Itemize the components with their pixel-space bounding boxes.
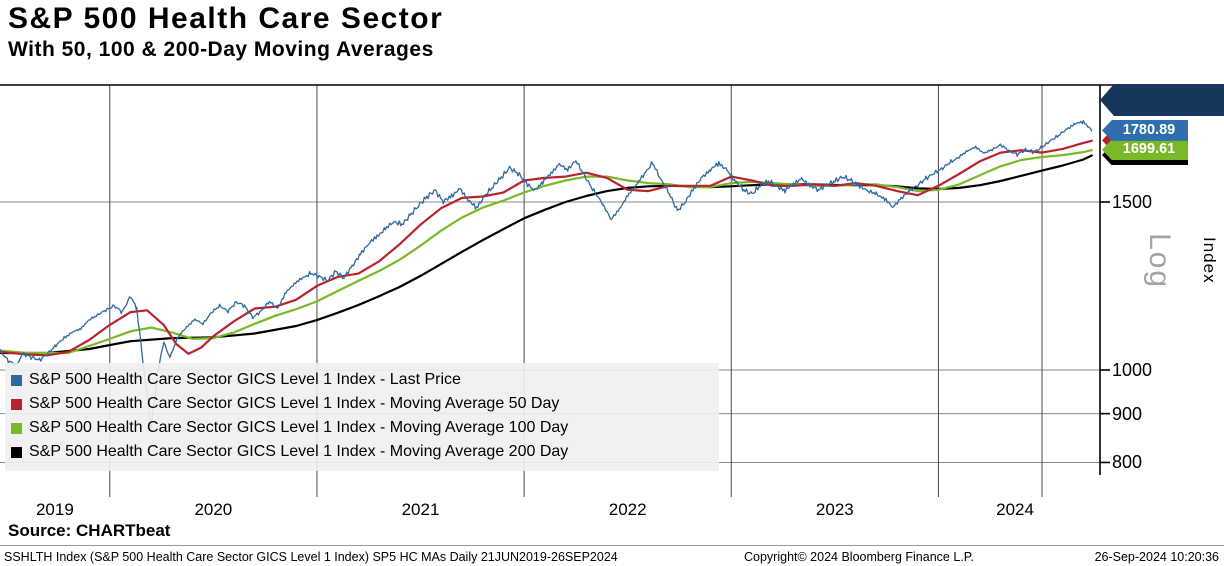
y-axis-tick-1000: 1000 xyxy=(1112,360,1153,380)
legend-item-last-price: S&P 500 Health Care Sector GICS Level 1 … xyxy=(11,368,709,392)
chart-header: S&P 500 Health Care Sector With 50, 100 … xyxy=(8,2,443,62)
y-axis-tick-1500: 1500 xyxy=(1112,192,1153,212)
source-note: Source: CHARTbeat xyxy=(8,521,171,540)
last-price-flag: 1780.89 xyxy=(1102,119,1188,141)
y-axis-tick-800: 800 xyxy=(1112,452,1143,473)
legend-item-ma50: S&P 500 Health Care Sector GICS Level 1 … xyxy=(11,392,709,416)
ma50-swatch-icon xyxy=(11,398,22,410)
x-axis-tick-2020: 2020 xyxy=(194,500,233,519)
x-axis-tick-2021: 2021 xyxy=(401,500,440,519)
x-axis-tick-2019: 2019 xyxy=(35,500,74,519)
x-axis-tick-2024: 2024 xyxy=(996,500,1034,519)
ma100-swatch-icon xyxy=(11,422,22,434)
legend-label: S&P 500 Health Care Sector GICS Level 1 … xyxy=(29,371,461,388)
chart-region: 1738.68 1678.34 1699.61 1780.89 1500 100… xyxy=(0,75,1224,525)
x-axis-tick-2022: 2022 xyxy=(608,500,647,519)
y-axis-title: Index xyxy=(1200,237,1219,284)
legend-label: S&P 500 Health Care Sector GICS Level 1 … xyxy=(29,419,569,436)
page-title: S&P 500 Health Care Sector xyxy=(8,2,444,35)
footer-bar: SSHLTH Index (S&P 500 Health Care Sector… xyxy=(0,545,1224,566)
legend-item-ma100: S&P 500 Health Care Sector GICS Level 1 … xyxy=(11,416,709,440)
legend-item-ma200: S&P 500 Health Care Sector GICS Level 1 … xyxy=(11,440,709,464)
page-subtitle: With 50, 100 & 200-Day Moving Averages xyxy=(8,38,434,61)
footer-security-info: SSHLTH Index (S&P 500 Health Care Sector… xyxy=(4,550,618,564)
top-right-banner xyxy=(1100,84,1224,116)
log-scale-label: Log xyxy=(1143,233,1176,290)
last-price-swatch-icon xyxy=(11,374,22,386)
ma100-price-flag: 1699.61 xyxy=(1102,139,1188,161)
y-axis-tick-900: 900 xyxy=(1112,403,1143,424)
footer-copyright: Copyright© 2024 Bloomberg Finance L.P. xyxy=(744,550,974,564)
footer-timestamp: 26-Sep-2024 10:20:36 xyxy=(1094,550,1219,564)
chart-legend: S&P 500 Health Care Sector GICS Level 1 … xyxy=(5,363,719,471)
x-axis-tick-2023: 2023 xyxy=(815,500,854,519)
legend-label: S&P 500 Health Care Sector GICS Level 1 … xyxy=(29,443,569,460)
legend-label: S&P 500 Health Care Sector GICS Level 1 … xyxy=(29,395,560,412)
ma200-swatch-icon xyxy=(11,446,22,458)
